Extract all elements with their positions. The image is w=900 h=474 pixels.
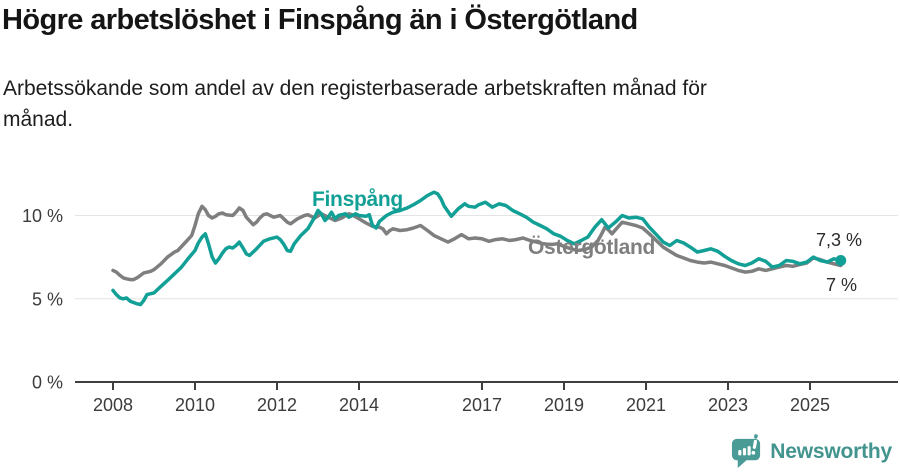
end-value-label-östergötland: 7 %	[826, 275, 857, 295]
page-title: Högre arbetslöshet i Finspång än i Öster…	[2, 4, 638, 36]
newsworthy-wordmark: Newsworthy	[770, 439, 892, 463]
series-line-finspång	[111, 190, 843, 307]
subtitle-line-2: månad.	[3, 108, 74, 131]
y-tick-label-10: 10 %	[22, 206, 63, 226]
x-tick-label-2021: 2021	[626, 395, 666, 415]
x-tick-label-2017: 2017	[462, 395, 502, 415]
x-tick-label-2023: 2023	[708, 395, 748, 415]
x-tick-label-2010: 2010	[175, 395, 215, 415]
chart-labels-layer: Finspång 7,3 % Östergötland 7 %	[312, 188, 862, 295]
series-label-östergötland: Östergötland	[528, 236, 655, 259]
x-tick-label-2012: 2012	[257, 395, 297, 415]
end-marker-finspång	[835, 254, 847, 266]
newsworthy-speech-bubble-icon	[732, 434, 761, 468]
x-tick-label-2008: 2008	[93, 395, 133, 415]
x-tick-label-2019: 2019	[544, 395, 584, 415]
y-tick-label-0: 0 %	[32, 373, 63, 393]
newsworthy-logo: Newsworthy	[730, 434, 892, 469]
gridlines-layer: 0 % 5 % 10 %	[22, 206, 898, 393]
subtitle-line-1: Arbetssökande som andel av den registerb…	[3, 77, 707, 100]
series-label-finspång: Finspång	[312, 188, 403, 211]
series-lines-layer	[111, 190, 843, 307]
x-tick-label-2014: 2014	[339, 395, 379, 415]
chart-subtitle: Arbetssökande som andel av den registerb…	[3, 73, 707, 135]
end-value-label-finspång: 7,3 %	[816, 230, 862, 250]
series-line-östergötland	[111, 204, 843, 282]
x-axis-layer: 2008 2010 2012 2014 2017 2019 2021 2023 2025	[75, 381, 898, 415]
y-tick-label-5: 5 %	[32, 289, 63, 309]
x-tick-label-2025: 2025	[790, 395, 830, 415]
